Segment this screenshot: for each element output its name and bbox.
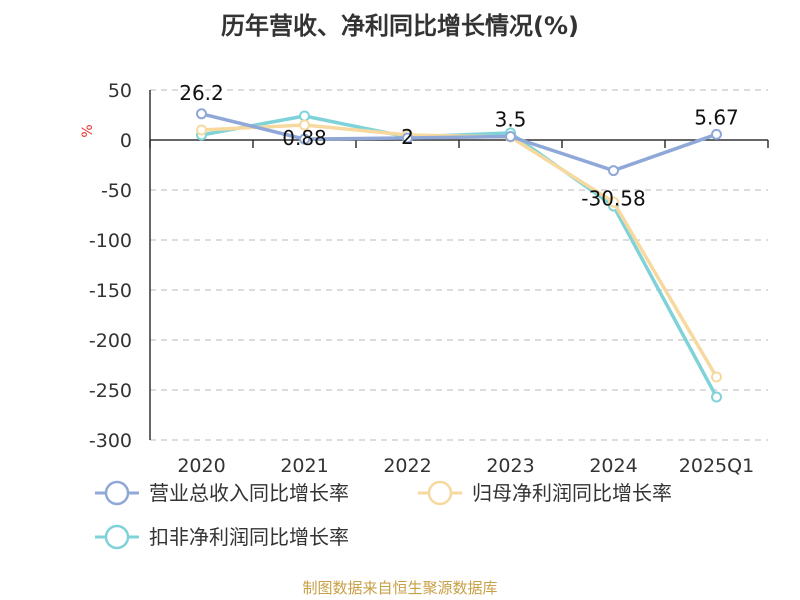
data-label: 2 <box>401 125 414 149</box>
data-point <box>299 119 310 131</box>
x-tick-label: 2024 <box>589 455 637 477</box>
data-point <box>711 391 722 403</box>
y-axis-unit: % <box>80 124 96 137</box>
y-tick-label: -50 <box>101 180 132 202</box>
y-tick-label: -250 <box>89 380 132 402</box>
y-tick-label: -300 <box>89 430 132 452</box>
x-tick-label: 2020 <box>177 455 225 477</box>
data-point <box>299 133 310 145</box>
y-tick-label: 50 <box>108 80 132 102</box>
data-point <box>402 132 413 144</box>
legend-item[interactable]: 扣非净利润同比增长率 <box>95 524 349 550</box>
x-tick-label: 2021 <box>280 455 328 477</box>
series-line <box>201 114 719 398</box>
data-label: 26.2 <box>179 81 224 105</box>
data-point <box>505 131 516 142</box>
x-tick-label: 2023 <box>486 455 534 477</box>
data-label: 3.5 <box>495 108 527 132</box>
y-tick-label: -100 <box>89 230 132 252</box>
data-label: -30.58 <box>581 187 645 211</box>
data-point <box>299 110 310 122</box>
legend-label: 归母净利润同比增长率 <box>472 481 672 505</box>
legend-label: 营业总收入同比增长率 <box>149 481 349 505</box>
data-point <box>196 108 207 120</box>
legend-item[interactable]: 归母净利润同比增长率 <box>418 480 672 506</box>
data-point <box>608 165 619 177</box>
series-layer <box>196 108 722 403</box>
x-tick-label: 2022 <box>383 455 431 477</box>
legend-marker-icon <box>104 524 130 550</box>
data-point <box>196 124 207 136</box>
data-point <box>608 196 619 208</box>
x-tick-label: 2025Q1 <box>679 455 754 477</box>
legend-label: 扣非净利润同比增长率 <box>149 525 349 549</box>
data-label: 0.88 <box>282 126 327 150</box>
y-tick-label: 0 <box>120 130 132 152</box>
grid-layer <box>150 89 768 441</box>
series-line <box>201 112 718 173</box>
data-point <box>711 128 722 140</box>
data-point <box>711 371 722 383</box>
legend-marker-icon <box>427 480 453 506</box>
legend-marker-icon <box>104 480 130 506</box>
legend-item[interactable]: 营业总收入同比增长率 <box>95 480 349 506</box>
axis-layer: 50 0 -50 -100 -150 -200 -250 -300% 2020 2021 2022 2… <box>80 80 769 477</box>
y-tick-label: -150 <box>89 280 132 302</box>
y-tick-label: -200 <box>89 330 132 352</box>
data-label-layer: 26.2 0.88 2 3.5 -30.58 5.67 <box>179 81 739 211</box>
chart-title: 历年营收、净利同比增长情况(%) <box>221 12 579 40</box>
source-note: 制图数据来自恒生聚源数据库 <box>302 579 497 597</box>
data-label: 5.67 <box>694 105 739 129</box>
